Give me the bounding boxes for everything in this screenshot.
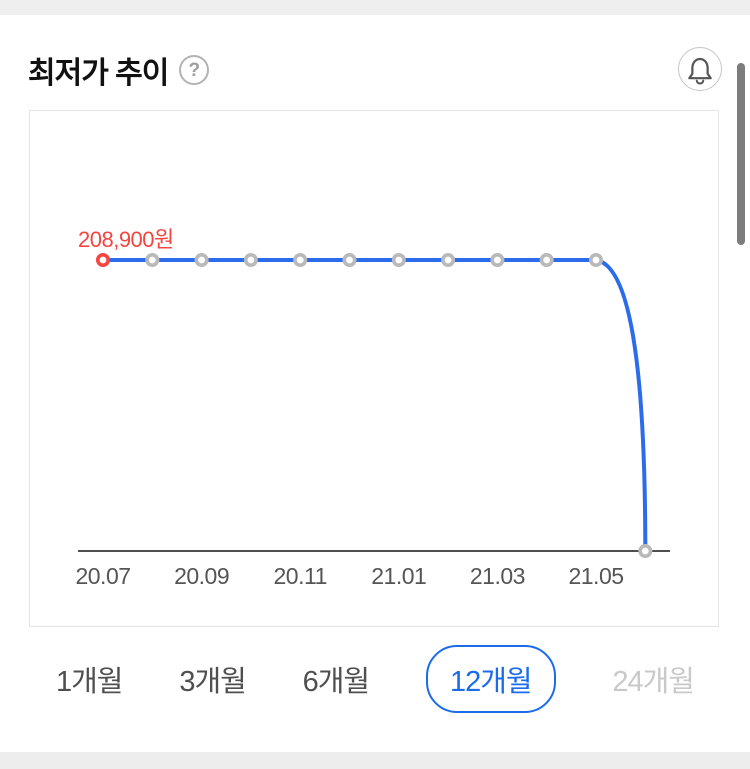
price-alert-button[interactable] xyxy=(678,47,722,91)
price-line xyxy=(101,258,648,553)
section-header: 최저가 추이 ? xyxy=(28,48,670,92)
top-bar xyxy=(0,0,750,15)
x-tick-label: 20.11 xyxy=(274,563,327,589)
period-button-3m[interactable]: 3개월 xyxy=(179,658,246,700)
period-button-6m[interactable]: 6개월 xyxy=(303,658,370,700)
data-point-current xyxy=(96,253,111,268)
price-chart-svg: 20.07 20.09 20.11 21.01 21.03 21.05 208,900원 xyxy=(75,227,670,589)
price-label: 208,900원 xyxy=(78,227,174,252)
data-point xyxy=(145,253,160,268)
x-tick-label: 20.09 xyxy=(174,563,229,589)
period-button-24m[interactable]: 24개월 xyxy=(612,658,695,700)
data-point xyxy=(243,253,258,268)
bell-icon xyxy=(688,57,712,85)
data-point xyxy=(293,253,308,268)
scrollbar[interactable] xyxy=(737,63,745,245)
data-point xyxy=(539,253,554,268)
question-mark-icon: ? xyxy=(188,59,201,81)
data-point xyxy=(391,253,406,268)
help-button[interactable]: ? xyxy=(179,55,210,85)
data-point xyxy=(342,253,357,268)
data-point xyxy=(638,543,653,558)
x-tick-label: 21.03 xyxy=(470,563,525,589)
data-point xyxy=(588,253,603,268)
x-tick-label: 20.07 xyxy=(75,563,130,589)
period-selector: 1개월 3개월 6개월 12개월 24개월 xyxy=(56,645,695,713)
x-tick-label: 21.05 xyxy=(568,563,623,589)
x-tick-label: 21.01 xyxy=(371,563,426,589)
data-point xyxy=(490,253,505,268)
data-point xyxy=(441,253,456,268)
price-history-chart-card: 20.07 20.09 20.11 21.01 21.03 21.05 208,900원 xyxy=(29,110,719,627)
bottom-bar xyxy=(0,752,750,769)
page-title: 최저가 추이 xyxy=(28,57,169,90)
period-button-1m[interactable]: 1개월 xyxy=(56,658,123,700)
data-point xyxy=(194,253,209,268)
period-button-12m[interactable]: 12개월 xyxy=(425,645,556,713)
